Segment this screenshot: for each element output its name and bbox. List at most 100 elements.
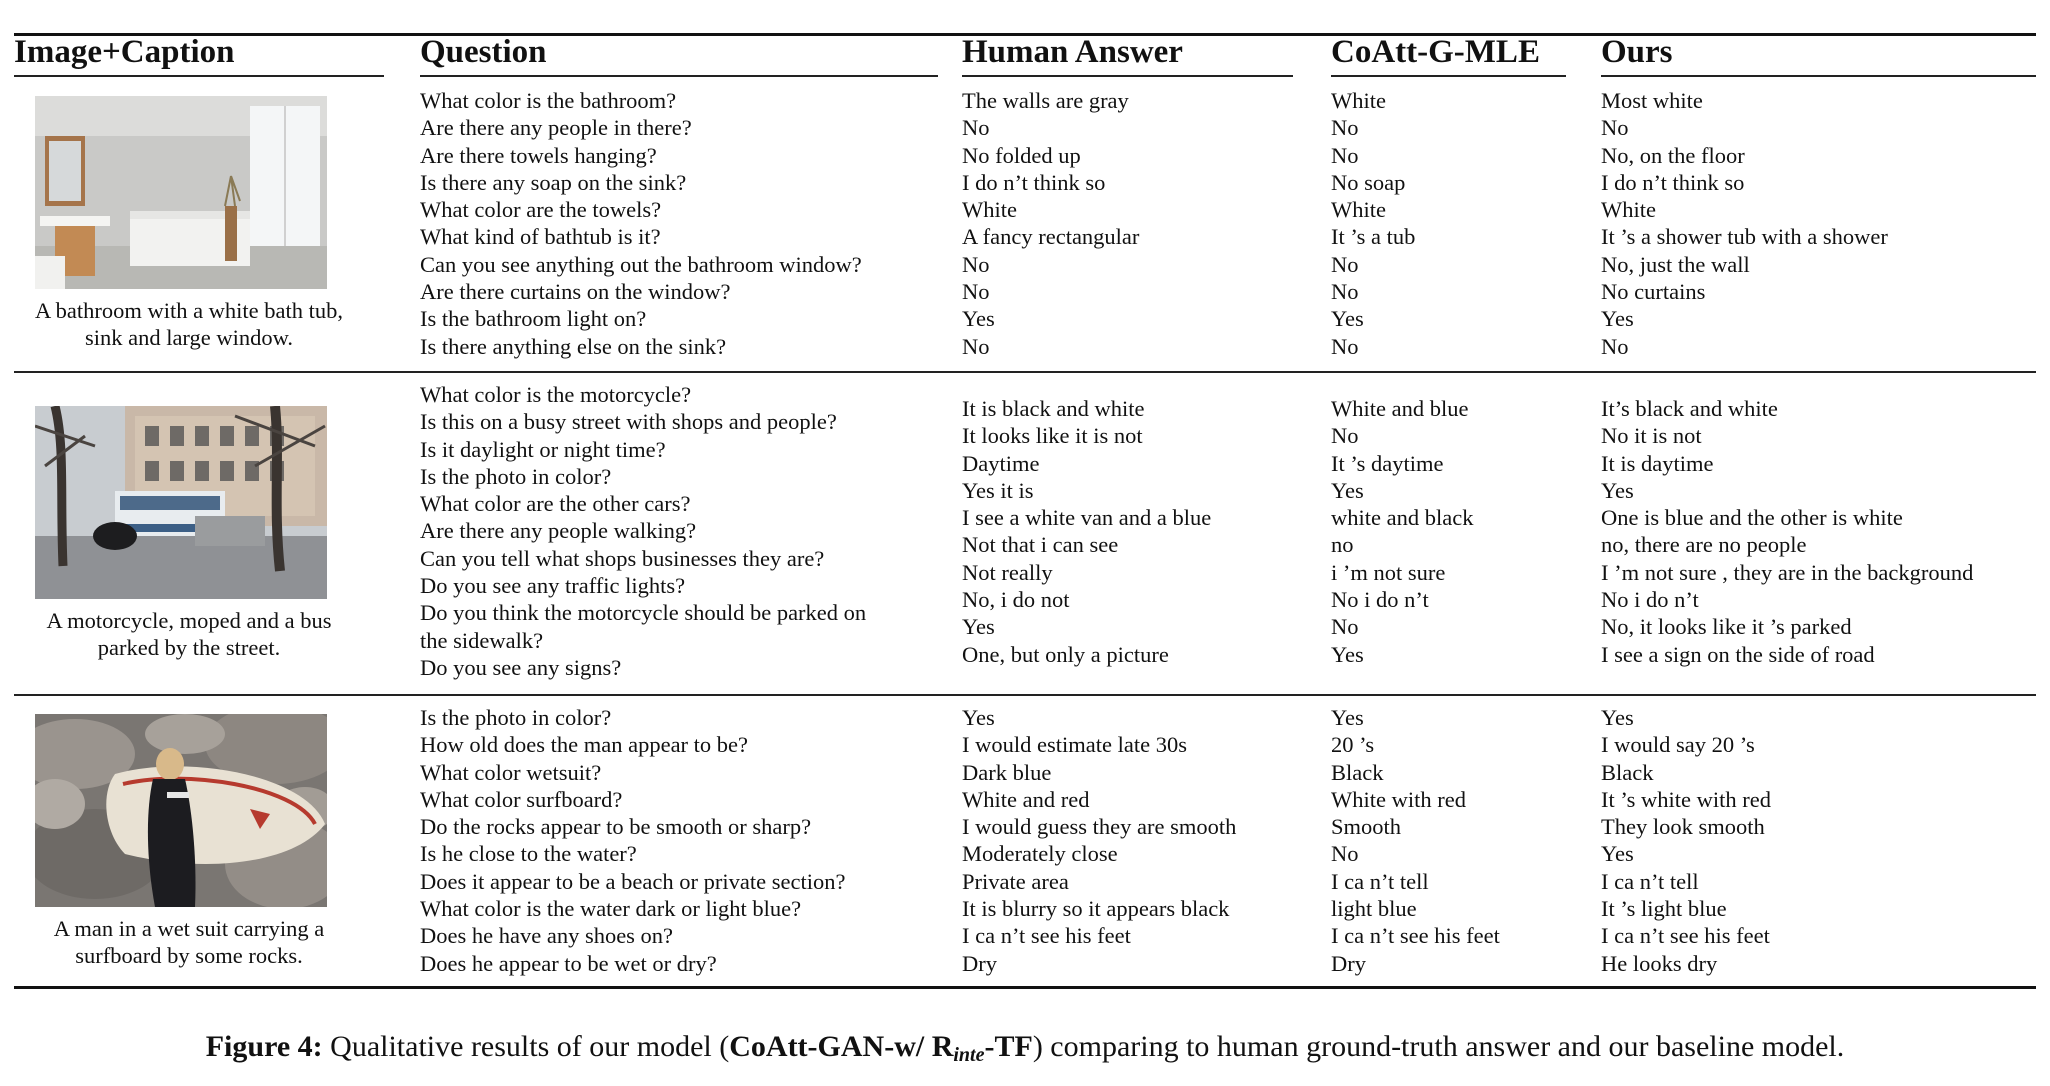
baseline-answer: No soap xyxy=(1331,169,1406,195)
header-underline-human xyxy=(962,75,1293,77)
caption-line: A man in a wet suit carrying a xyxy=(53,916,325,941)
caption-line: A motorcycle, moped and a bus xyxy=(46,608,332,633)
human-answer: It is blurry so it appears black xyxy=(962,896,1230,922)
question: Is it daylight or night time? xyxy=(420,436,666,462)
human-answer: Daytime xyxy=(962,450,1040,476)
baseline-answer: No xyxy=(1331,115,1359,141)
surfer-photo xyxy=(35,714,327,907)
question: What kind of bathtub is it? xyxy=(420,224,661,250)
baseline-answer: white and black xyxy=(1331,505,1474,531)
baseline-answer: White xyxy=(1331,197,1386,223)
question: Do you see any traffic lights? xyxy=(420,573,686,599)
caption-bathroom: A bathroom with a white bath tub, sink a… xyxy=(14,297,364,352)
human-answer: A fancy rectangular xyxy=(962,224,1140,250)
human-answer: Not really xyxy=(962,559,1053,585)
human-answer: Yes xyxy=(962,705,995,730)
ours-answer: I ca n’t see his feet xyxy=(1601,923,1770,949)
ours-answers-row-2: It’s black and white No it is not It is … xyxy=(1601,395,1973,668)
ours-answer: No, on the floor xyxy=(1601,142,1745,168)
question: What color surfboard? xyxy=(420,786,623,812)
street-photo xyxy=(35,406,327,599)
question: Does it appear to be a beach or private … xyxy=(420,868,846,894)
baseline-answer: No xyxy=(1331,279,1359,305)
baseline-answer: i ’m not sure xyxy=(1331,559,1446,585)
bottom-rule xyxy=(14,986,2036,989)
figure-caption: Figure 4: Qualitative results of our mod… xyxy=(0,1030,2050,1067)
header-ours: Ours xyxy=(1601,34,1673,70)
baseline-answer: Yes xyxy=(1331,705,1364,730)
human-answer: I ca n’t see his feet xyxy=(962,923,1131,949)
figure-caption-text-end: ) comparing to human ground-truth answer… xyxy=(1032,1030,1845,1063)
question: What color are the towels? xyxy=(420,197,662,223)
ours-answer: Black xyxy=(1601,759,1654,785)
ours-answer: No curtains xyxy=(1601,279,1706,305)
human-answers-row-3: Yes I would estimate late 30s Dark blue … xyxy=(962,704,1236,977)
ours-answer: no, there are no people xyxy=(1601,532,1807,558)
header-human-answer: Human Answer xyxy=(962,34,1183,70)
human-answer: No, i do not xyxy=(962,587,1070,613)
ours-answer: Most white xyxy=(1601,88,1703,113)
ours-answer: No it is not xyxy=(1601,423,1702,449)
human-answer: Not that i can see xyxy=(962,532,1119,558)
question: Is the photo in color? xyxy=(420,463,612,489)
human-answer: No xyxy=(962,115,990,141)
model-name-main: CoAtt-GAN-w/ R xyxy=(729,1030,954,1063)
header-image-caption: Image+Caption xyxy=(14,34,235,70)
ours-answer: He looks dry xyxy=(1601,950,1718,976)
human-answer: The walls are gray xyxy=(962,88,1129,113)
question: Does he have any shoes on? xyxy=(420,923,674,949)
header-underline-ours xyxy=(1601,75,2036,77)
ours-answer: It’s black and white xyxy=(1601,396,1778,421)
question: Are there curtains on the window? xyxy=(420,279,731,305)
ours-answer: They look smooth xyxy=(1601,814,1765,840)
question: Can you tell what shops businesses they … xyxy=(420,545,825,571)
baseline-answer: light blue xyxy=(1331,896,1417,922)
baseline-answer: Dry xyxy=(1331,950,1366,976)
caption-surfer: A man in a wet suit carrying a surfboard… xyxy=(14,915,364,970)
question: Do you think the motorcycle should be pa… xyxy=(420,600,867,626)
question: What color is the motorcycle? xyxy=(420,382,692,407)
questions-row-2: What color is the motorcycle? Is this on… xyxy=(420,381,866,681)
human-answer: Private area xyxy=(962,868,1069,894)
model-name-end: -TF xyxy=(984,1030,1033,1063)
baseline-answer: No xyxy=(1331,251,1359,277)
question: Is there anything else on the sink? xyxy=(420,333,727,359)
baseline-answer: Smooth xyxy=(1331,814,1402,840)
question: Are there any people walking? xyxy=(420,518,697,544)
human-answer: I would estimate late 30s xyxy=(962,732,1187,758)
ours-answer: No xyxy=(1601,115,1629,141)
baseline-answer: I ca n’t tell xyxy=(1331,868,1429,894)
model-name-subscript: inte xyxy=(953,1044,985,1066)
ours-answer: I would say 20 ’s xyxy=(1601,732,1755,758)
question: What color wetsuit? xyxy=(420,759,602,785)
baseline-answer: White xyxy=(1331,88,1386,113)
ours-answer: One is blue and the other is white xyxy=(1601,505,1903,531)
human-answer: It looks like it is not xyxy=(962,423,1143,449)
ours-answer: I ca n’t tell xyxy=(1601,868,1699,894)
human-answer: I would guess they are smooth xyxy=(962,814,1237,840)
baseline-answer: Yes xyxy=(1331,641,1364,667)
human-answer: Yes xyxy=(962,614,995,640)
human-answer: I do n’t think so xyxy=(962,169,1106,195)
baseline-answer: No xyxy=(1331,142,1359,168)
baseline-answer: no xyxy=(1331,532,1354,558)
human-answer: Yes it is xyxy=(962,477,1034,503)
ours-answer: It ’s white with red xyxy=(1601,786,1771,812)
human-answer: Moderately close xyxy=(962,841,1118,867)
human-answer: No xyxy=(962,333,990,359)
question: How old does the man appear to be? xyxy=(420,732,749,758)
baseline-answer: White with red xyxy=(1331,786,1466,812)
header-underline-image xyxy=(14,75,384,77)
figure-label: Figure 4: xyxy=(205,1030,323,1063)
ours-answer: I do n’t think so xyxy=(1601,169,1745,195)
ours-answer: Yes xyxy=(1601,841,1634,867)
question: Do the rocks appear to be smooth or shar… xyxy=(420,814,812,840)
question: the sidewalk? xyxy=(420,627,544,653)
baseline-answers-row-1: White No No No soap White It ’s a tub No… xyxy=(1331,87,1415,360)
baseline-answer: White and blue xyxy=(1331,396,1469,421)
question: Is he close to the water? xyxy=(420,841,637,867)
baseline-answer: 20 ’s xyxy=(1331,732,1375,758)
figure-caption-text: Qualitative results of our model ( xyxy=(322,1030,730,1063)
questions-row-3: Is the photo in color? How old does the … xyxy=(420,704,845,977)
ours-answer: No, it looks like it ’s parked xyxy=(1601,614,1852,640)
